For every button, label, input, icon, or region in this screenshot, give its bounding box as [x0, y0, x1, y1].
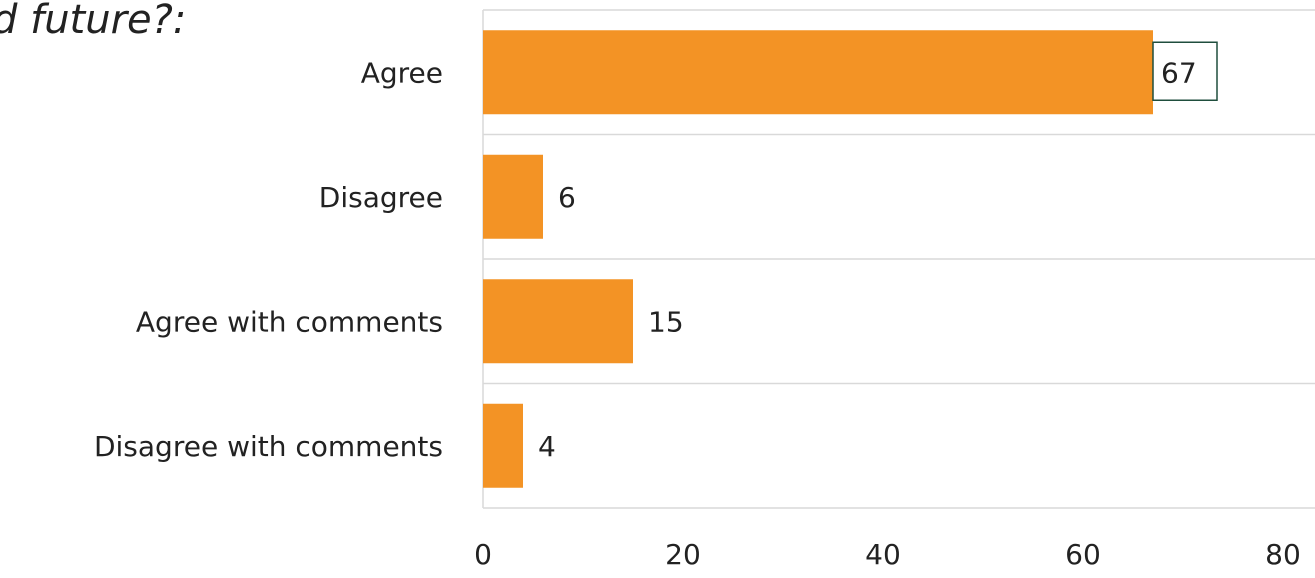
data-label-highlight-box — [1152, 41, 1218, 101]
chart-heading-fragment: d future?: — [0, 0, 187, 43]
data-label: 15 — [648, 305, 684, 338]
x-tick-label: 80 — [1265, 538, 1301, 571]
data-label: 6 — [558, 181, 576, 214]
x-tick-label: 40 — [865, 538, 901, 571]
x-tick-label: 0 — [474, 538, 492, 571]
bar-2 — [483, 279, 633, 364]
category-label: Disagree with comments — [94, 430, 443, 463]
category-label: Agree with comments — [136, 305, 443, 338]
data-label: 67 — [1161, 56, 1197, 89]
data-label: 4 — [538, 430, 556, 463]
bar-0 — [483, 30, 1153, 115]
x-tick-label: 60 — [1065, 538, 1101, 571]
bar-1 — [483, 154, 543, 239]
bar-3 — [483, 403, 523, 488]
x-tick-label: 20 — [665, 538, 701, 571]
category-label: Agree — [361, 56, 443, 89]
category-label: Disagree — [319, 181, 443, 214]
